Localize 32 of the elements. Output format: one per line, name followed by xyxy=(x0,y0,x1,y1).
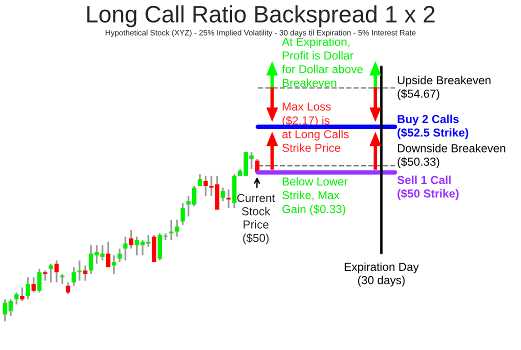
candlestick xyxy=(66,282,70,296)
candlestick xyxy=(26,276,30,300)
candlestick xyxy=(20,286,24,302)
text: Expiration Day (30 days) xyxy=(344,262,419,286)
candlestick xyxy=(14,292,19,306)
text: At Expiration, Profit is Dollar for Dollar above Breakeven xyxy=(282,37,363,87)
candlestick xyxy=(72,266,76,287)
ref-line-label: Sell 1 Call ($50 Strike) xyxy=(397,176,459,200)
candlestick xyxy=(48,262,54,284)
annotation: Current Stock Price ($50) xyxy=(237,194,276,244)
candlestick xyxy=(169,218,174,241)
candlestick xyxy=(32,276,36,294)
candlestick xyxy=(198,173,202,187)
candlestick xyxy=(220,186,226,202)
ref-line-label: Buy 2 Calls ($52.5 Strike) xyxy=(398,114,468,139)
candlestick xyxy=(37,268,42,294)
candlestick xyxy=(112,254,116,275)
candlestick xyxy=(42,270,48,282)
candlestick xyxy=(60,273,64,285)
candlestick xyxy=(118,248,122,263)
candlestick xyxy=(180,202,185,226)
candlestick xyxy=(174,218,180,238)
ref-line-label: Upside Breakeven ($54.67) xyxy=(398,76,490,100)
text: Below Lower Strike, Max Gain ($0.33) xyxy=(282,177,348,216)
text: Max Loss ($2.17) is at Long Calls Strike Price xyxy=(282,102,349,152)
chart-title: Long Call Ratio Backspread 1 x 2 xyxy=(87,5,435,28)
candlestick xyxy=(204,175,208,197)
candlestick xyxy=(83,264,88,282)
candlestick xyxy=(128,229,134,250)
candlestick xyxy=(106,240,110,268)
ref-line-label: Downside Breakeven ($50.33) xyxy=(398,144,506,168)
candlestick xyxy=(123,236,128,262)
